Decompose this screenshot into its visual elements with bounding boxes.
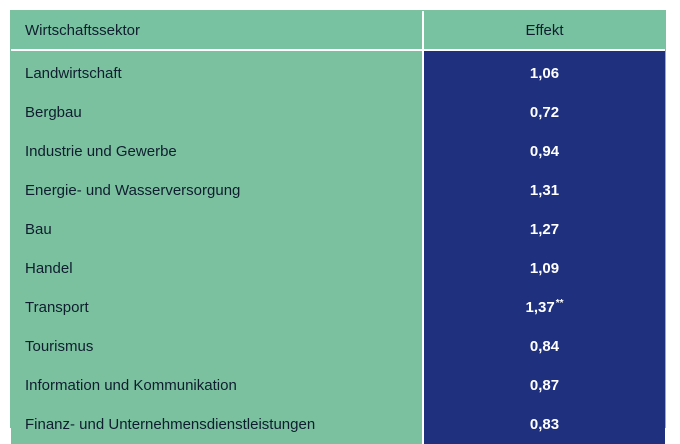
table-row: Information und Kommunikation 0,87 [11,366,665,405]
sector-cell: Tourismus [11,327,424,366]
sector-cell: Industrie und Gewerbe [11,132,424,171]
significance-mark: ** [555,298,564,309]
table-row: Energie- und Wasserversorgung 1,31 [11,171,665,210]
effect-cell: 0,87 [423,366,665,405]
header-effect: Effekt [423,11,665,51]
table-row: Finanz- und Unternehmensdienstleistungen… [11,405,665,444]
sector-effect-table: Wirtschaftssektor Effekt Landwirtschaft 1… [11,11,665,444]
sector-cell: Transport [11,288,424,327]
table-row: Handel 1,09 [11,249,665,288]
effect-value: 1,09 [529,260,560,277]
effect-cell: 0,83 [423,405,665,444]
effect-cell: 1,27 [423,210,665,249]
effect-value: 0,84 [529,338,560,355]
sector-cell: Bau [11,210,424,249]
table-row: Industrie und Gewerbe 0,94 [11,132,665,171]
sector-cell: Finanz- und Unternehmensdienstleistungen [11,405,424,444]
effect-cell: 1,06 [423,50,665,93]
effect-value: 0,87 [529,377,560,394]
table-body: Landwirtschaft 1,06 Bergbau 0,72 Industrie u… [11,50,665,444]
effect-cell: 0,94 [423,132,665,171]
effect-cell: 0,72 [423,93,665,132]
sector-cell: Landwirtschaft [11,50,424,93]
effect-value: 0,94 [529,143,560,160]
effect-cell: 1,37** [423,288,665,327]
sector-cell: Handel [11,249,424,288]
sector-cell: Information und Kommunikation [11,366,424,405]
effect-value: 1,37 [525,299,555,316]
effect-cell: 0,84 [423,327,665,366]
sector-cell: Energie- und Wasserversorgung [11,171,424,210]
table-row: Transport 1,37** [11,288,665,327]
results-table-container: Wirtschaftssektor Effekt Landwirtschaft 1… [10,10,666,444]
effect-cell: 1,09 [423,249,665,288]
table-header-row: Wirtschaftssektor Effekt [11,11,665,51]
effect-value: 0,72 [529,104,560,121]
sector-cell: Bergbau [11,93,424,132]
effect-cell: 1,31 [423,171,665,210]
table-row: Landwirtschaft 1,06 [11,50,665,93]
effect-value: 1,06 [529,65,560,82]
table-row: Tourismus 0,84 [11,327,665,366]
effect-value: 1,27 [529,221,560,238]
table-row: Bau 1,27 [11,210,665,249]
effect-value: 0,83 [529,416,560,433]
header-sector: Wirtschaftssektor [11,11,424,51]
table-row: Bergbau 0,72 [11,93,665,132]
effect-value: 1,31 [529,182,560,199]
